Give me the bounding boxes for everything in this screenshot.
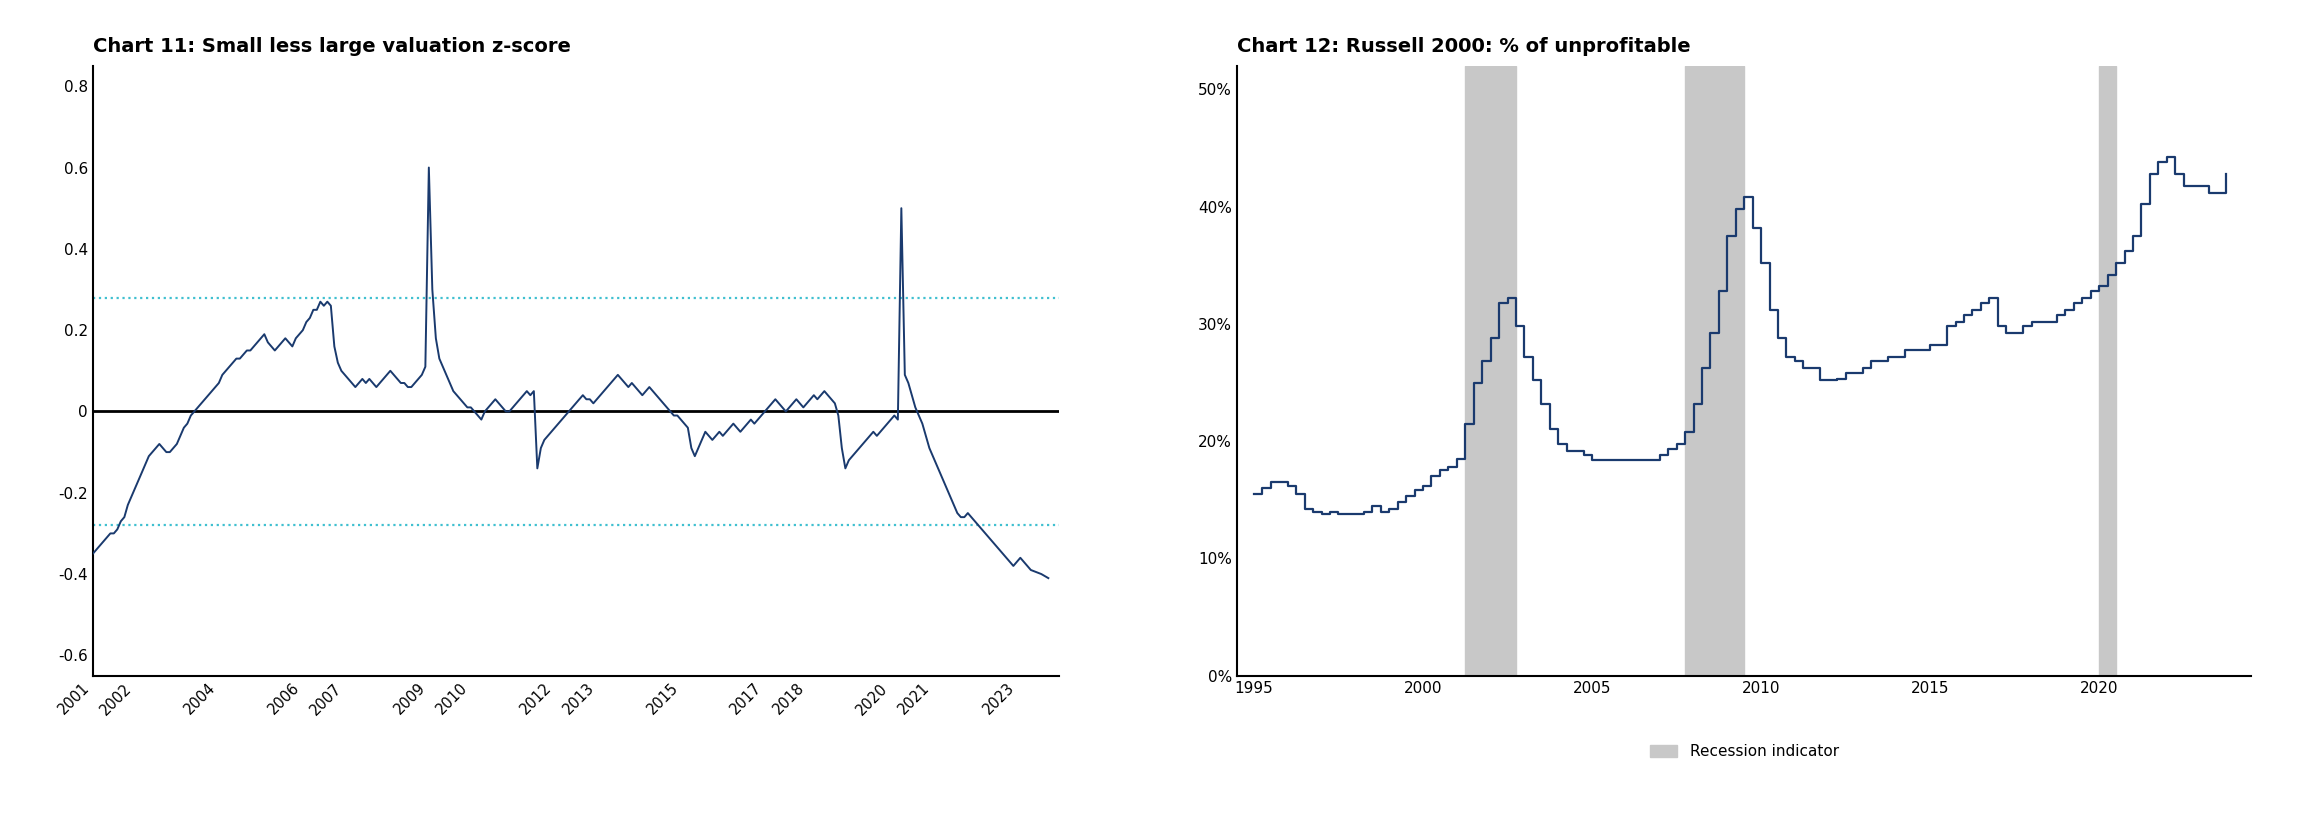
Legend: Recession indicator: Recession indicator	[1643, 738, 1845, 765]
Text: Chart 11: Small less large valuation z-score: Chart 11: Small less large valuation z-s…	[93, 37, 571, 56]
Text: Chart 12: Russell 2000: % of unprofitable: Chart 12: Russell 2000: % of unprofitabl…	[1237, 37, 1690, 56]
Bar	[1685, 66, 1743, 676]
Bar	[2098, 66, 2117, 676]
Bar	[1465, 66, 1516, 676]
